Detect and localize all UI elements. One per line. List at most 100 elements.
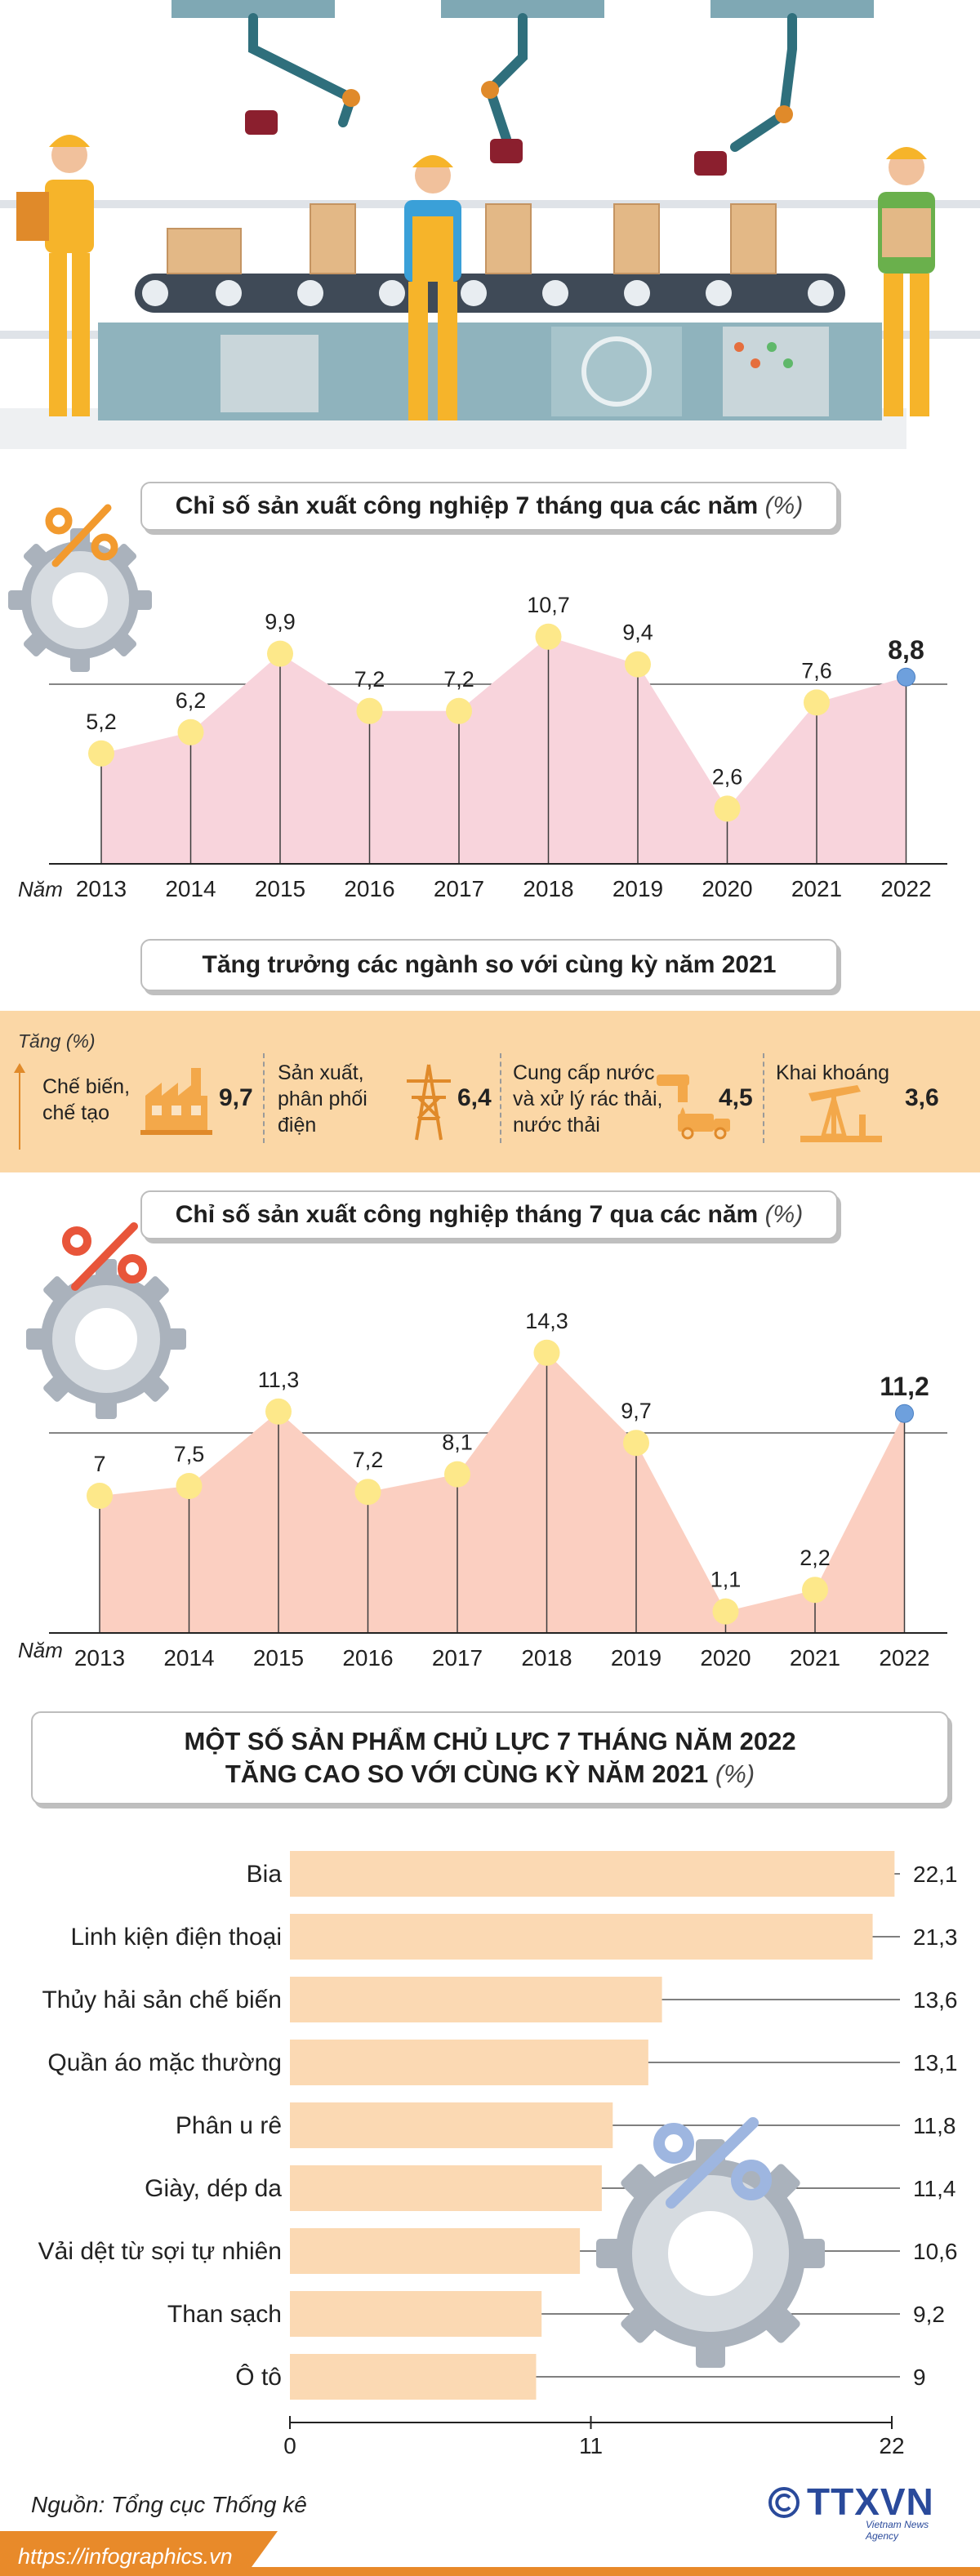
worker-left [16, 135, 94, 416]
bar [290, 1977, 662, 2022]
bar [290, 1851, 895, 1897]
data-point [177, 719, 204, 745]
sector-3-line1: Cung cấp nước [513, 1061, 655, 1084]
data-label: 7,5 [174, 1442, 205, 1466]
data-label: 9,9 [265, 610, 296, 634]
data-label: 7 [93, 1452, 105, 1476]
sector-divider [500, 1053, 501, 1143]
factory-icon [140, 1068, 212, 1135]
data-label: 2,6 [712, 764, 743, 789]
website-link[interactable]: https://infographics.vn [18, 2544, 233, 2569]
sector-3-name: Cung cấp nước và xử lý rác thải, nước th… [513, 1060, 662, 1138]
chart1-area-chart: 5,2 2013 6,2 2014 9,9 2015 7,2 2016 7,2 2017 10,7 2… [18, 593, 947, 901]
bar-category-label: Phân u rê [176, 2112, 282, 2139]
bar-category-label: Bia [247, 1861, 283, 1888]
data-point [267, 640, 293, 667]
bar [290, 2040, 648, 2085]
data-label: 6,2 [176, 688, 207, 713]
sector-2-line2: phân phối [278, 1088, 368, 1110]
data-point [895, 1404, 914, 1423]
footer-band [0, 2531, 980, 2576]
data-point [444, 1461, 470, 1488]
bar-category-label: Vải dệt từ sợi tự nhiên [38, 2238, 282, 2265]
x-tick-label: 22 [879, 2433, 904, 2458]
chart3-title-line1: MỘT SỐ SẢN PHẨM CHỦ LỰC 7 THÁNG NĂM 2022 [184, 1727, 796, 1755]
bar-value-label: 11,8 [913, 2113, 956, 2138]
x-axis-label: Năm [18, 1638, 63, 1662]
x-tick-label: 2013 [76, 876, 127, 901]
chart1-unit: (%) [764, 492, 804, 519]
bar [290, 2102, 613, 2148]
data-point [354, 1479, 381, 1506]
sector-2-value: 6,4 [457, 1084, 492, 1111]
bar-category-label: Linh kiện điện thoại [70, 1924, 282, 1951]
data-point [625, 651, 651, 678]
source-note: Nguồn: Tổng cục Thống kê [31, 2492, 307, 2517]
power-tower-icon [407, 1064, 451, 1141]
data-point [88, 740, 114, 767]
bar [290, 2354, 537, 2400]
x-tick-label: 2018 [523, 876, 573, 901]
data-point [446, 697, 472, 724]
data-label: 11,3 [258, 1368, 300, 1392]
bar-value-label: 22,1 [913, 1862, 958, 1887]
up-arrow-icon [14, 1063, 25, 1150]
data-point [714, 795, 741, 822]
bar-value-label: 9 [913, 2365, 926, 2390]
sector-4-name: Khai khoáng [776, 1060, 889, 1086]
sector-4-value: 3,6 [905, 1084, 939, 1111]
x-tick-label: 2015 [253, 1645, 304, 1671]
sector-divider [263, 1053, 265, 1143]
bar-value-label: 9,2 [913, 2302, 945, 2327]
sector-3-line2: và xử lý rác thải, [513, 1088, 663, 1110]
chart3-title-box: MỘT SỐ SẢN PHẨM CHỦ LỰC 7 THÁNG NĂM 2022… [31, 1711, 949, 1804]
x-tick-label: 2013 [74, 1645, 125, 1671]
data-label: 7,2 [443, 667, 474, 692]
chart3-unit: (%) [715, 1760, 755, 1788]
chart2-unit: (%) [764, 1201, 804, 1228]
data-label: 5,2 [86, 710, 117, 734]
data-label: 7,2 [353, 1448, 384, 1472]
x-tick-label: 2019 [612, 876, 663, 901]
bar-category-label: Thủy hải sản chế biến [42, 1987, 282, 2013]
data-label: 9,4 [622, 621, 653, 645]
x-tick-label: 2016 [342, 1645, 393, 1671]
factory-illustration [0, 0, 980, 457]
bar-value-label: 13,1 [913, 2050, 958, 2075]
data-label: 11,2 [880, 1372, 929, 1401]
x-tick-label: 2020 [700, 1645, 751, 1671]
area-series [101, 636, 906, 864]
copyright-icon [768, 2487, 800, 2518]
chart3-bar-chart: 22,1 Bia 21,3 Linh kiện điện thoại 13,6 Thủy … [38, 1851, 958, 2458]
sector-1-name: Chế biến, chế tạo [42, 1074, 130, 1126]
x-tick-label: 2014 [163, 1645, 214, 1671]
gear-percent-icon [26, 1222, 186, 1419]
bar [290, 2165, 602, 2211]
x-tick-label: 2015 [255, 876, 305, 901]
water-tap-truck-icon [657, 1074, 730, 1140]
x-tick-label: 2022 [879, 1645, 929, 1671]
x-tick-label: 2017 [434, 876, 484, 901]
chart2-title-box: Chỉ số sản xuất công nghiệp tháng 7 qua … [140, 1190, 838, 1239]
data-point [804, 689, 830, 716]
data-label: 7,2 [354, 667, 385, 692]
x-axis-label: Năm [18, 877, 63, 901]
chart1-title-box: Chỉ số sản xuất công nghiệp 7 tháng qua … [140, 482, 838, 531]
data-label: 1,1 [710, 1568, 742, 1592]
oil-pump-icon [800, 1085, 882, 1142]
x-tick-label: 2021 [790, 1645, 840, 1671]
sector-4-line1: Khai khoáng [776, 1061, 890, 1084]
data-point [712, 1598, 739, 1625]
sector-1-line2: chế tạo [42, 1101, 110, 1124]
growth-title-box: Tăng trưởng các ngành so với cùng kỳ năm… [140, 939, 838, 991]
sector-3-line3: nước thải [513, 1114, 600, 1137]
data-point [356, 697, 383, 724]
area-series [100, 1352, 905, 1633]
sector-2-line3: điện [278, 1114, 317, 1137]
ttxvn-logo: TTXVN Vietnam News Agency [768, 2478, 964, 2542]
bar-value-label: 13,6 [913, 1987, 958, 2013]
x-tick-label: 0 [283, 2433, 296, 2458]
bar-category-label: Quần áo mặc thường [47, 2049, 282, 2076]
gear-percent-icon [8, 504, 152, 672]
